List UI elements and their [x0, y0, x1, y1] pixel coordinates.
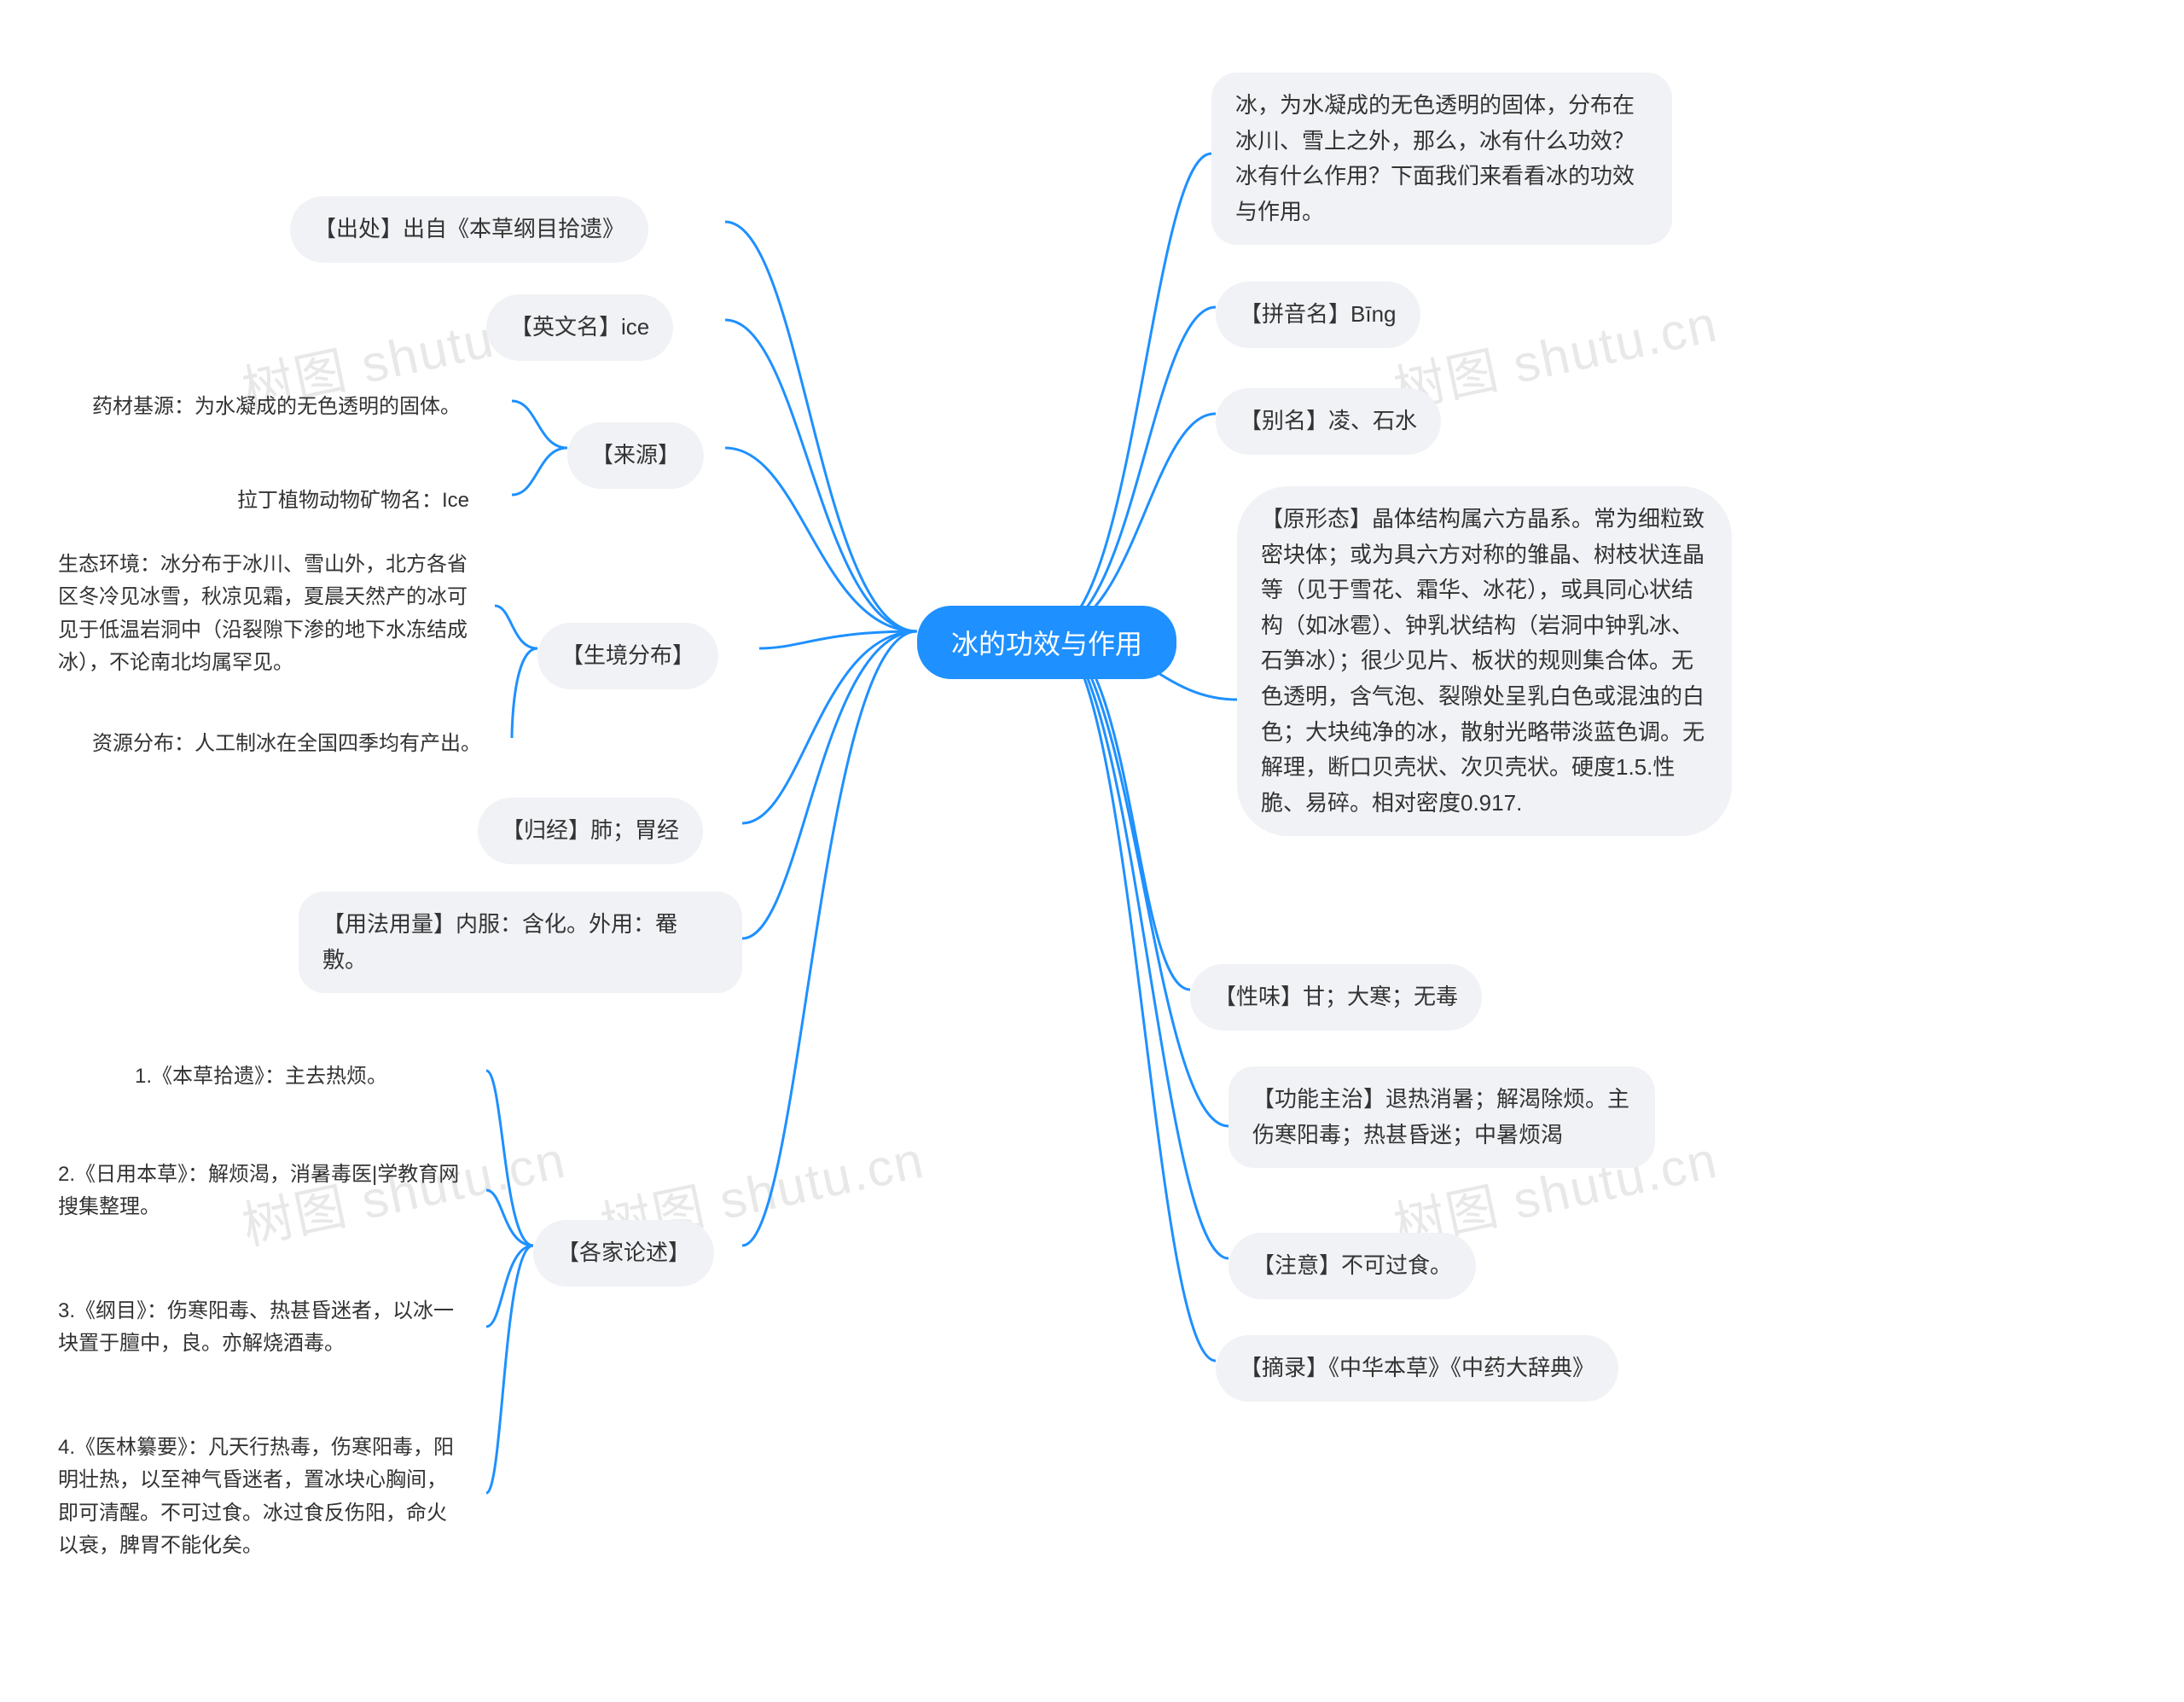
- node-english: 【英文名】ice: [486, 294, 673, 361]
- node-intro: 冰，为水凝成的无色透明的固体，分布在冰川、雪上之外，那么，冰有什么功效？冰有什么…: [1211, 73, 1672, 245]
- discourse-sub1-text: 1.《本草拾遗》：主去热烦。: [135, 1065, 387, 1088]
- discourse-label: 【各家论述】: [557, 1240, 690, 1265]
- pinyin-text: 【拼音名】Bīnɡ: [1240, 301, 1397, 327]
- node-usage: 【用法用量】内服：含化。外用：罨敷。: [299, 892, 742, 993]
- node-meridian: 【归经】肺；胃经: [478, 798, 703, 864]
- usage-text: 【用法用量】内服：含化。外用：罨敷。: [322, 911, 677, 973]
- node-discourse-sub1: 1.《本草拾遗》：主去热烦。: [111, 1045, 486, 1108]
- node-morphology: 【原形态】晶体结构属六方晶系。常为细粒致密块体；或为具六方对称的雏晶、树枝状连晶…: [1237, 486, 1732, 836]
- node-alias: 【别名】凌、石水: [1216, 388, 1441, 455]
- mindmap-canvas: 树图 shutu.cn 树图 shutu.cn 树图 shutu.cn 树图 s…: [0, 0, 2184, 1702]
- meridian-text: 【归经】肺；胃经: [502, 817, 679, 843]
- node-excerpt: 【摘录】《中华本草》《中药大辞典》: [1216, 1335, 1618, 1402]
- node-habitat-sub1: 生态环境：冰分布于冰川、雪山外，北方各省区冬冷见冰雪，秋凉见霜，夏晨天然产的冰可…: [34, 533, 495, 695]
- discourse-sub2-text: 2.《日用本草》：解烦渴，消暑毒医|学教育网搜集整理。: [58, 1163, 459, 1218]
- discourse-sub4-text: 4.《医林纂要》：凡天行热毒，伤寒阳毒，阳明壮热，以至神气昏迷者，置冰块心胸间，…: [58, 1436, 454, 1557]
- node-origin: 【来源】: [567, 422, 704, 489]
- source-text: 【出处】出自《本草纲目拾遗》: [314, 216, 624, 241]
- node-origin-sub2: 拉丁植物动物矿物名：Ice: [213, 469, 493, 532]
- node-discourse-sub4: 4.《医林纂要》：凡天行热毒，伤寒阳毒，阳明壮热，以至神气昏迷者，置冰块心胸间，…: [34, 1416, 486, 1578]
- node-function: 【功能主治】退热消暑；解渴除烦。主伤寒阳毒；热甚昏迷；中暑烦渴: [1228, 1066, 1655, 1168]
- center-node: 冰的功效与作用: [917, 606, 1176, 679]
- habitat-sub2-text: 资源分布：人工制冰在全国四季均有产出。: [92, 732, 481, 755]
- discourse-sub3-text: 3.《纲目》：伤寒阳毒、热甚昏迷者，以冰一块置于膻中，良。亦解烧酒毒。: [58, 1299, 454, 1355]
- excerpt-text: 【摘录】《中华本草》《中药大辞典》: [1240, 1355, 1594, 1380]
- node-habitat: 【生境分布】: [537, 623, 718, 689]
- node-discourse-sub2: 2.《日用本草》：解烦渴，消暑毒医|学教育网搜集整理。: [34, 1143, 486, 1240]
- habitat-label: 【生境分布】: [561, 642, 694, 668]
- taste-text: 【性味】甘；大寒；无毒: [1214, 984, 1458, 1009]
- node-source: 【出处】出自《本草纲目拾遗》: [290, 196, 648, 263]
- node-habitat-sub2: 资源分布：人工制冰在全国四季均有产出。: [68, 712, 512, 775]
- node-pinyin: 【拼音名】Bīnɡ: [1216, 282, 1420, 348]
- node-taste: 【性味】甘；大寒；无毒: [1190, 964, 1482, 1031]
- origin-sub1-text: 药材基源：为水凝成的无色透明的固体。: [92, 395, 461, 418]
- origin-label: 【来源】: [591, 442, 680, 468]
- morphology-text: 【原形态】晶体结构属六方晶系。常为细粒致密块体；或为具六方对称的雏晶、树枝状连晶…: [1261, 506, 1705, 816]
- english-text: 【英文名】ice: [510, 314, 649, 340]
- notice-text: 【注意】不可过食。: [1252, 1252, 1452, 1278]
- node-notice: 【注意】不可过食。: [1228, 1233, 1476, 1299]
- node-discourse-sub3: 3.《纲目》：伤寒阳毒、热甚昏迷者，以冰一块置于膻中，良。亦解烧酒毒。: [34, 1280, 486, 1376]
- node-discourse: 【各家论述】: [533, 1220, 714, 1287]
- intro-text: 冰，为水凝成的无色透明的固体，分布在冰川、雪上之外，那么，冰有什么功效？冰有什么…: [1235, 92, 1635, 224]
- node-origin-sub1: 药材基源：为水凝成的无色透明的固体。: [68, 375, 512, 439]
- center-label: 冰的功效与作用: [951, 629, 1142, 659]
- watermark: 树图 shutu.cn: [1386, 282, 1723, 423]
- alias-text: 【别名】凌、石水: [1240, 408, 1417, 433]
- habitat-sub1-text: 生态环境：冰分布于冰川、雪山外，北方各省区冬冷见冰雪，秋凉见霜，夏晨天然产的冰可…: [58, 553, 468, 674]
- origin-sub2-text: 拉丁植物动物矿物名：Ice: [237, 489, 469, 512]
- function-text: 【功能主治】退热消暑；解渴除烦。主伤寒阳毒；热甚昏迷；中暑烦渴: [1252, 1086, 1629, 1147]
